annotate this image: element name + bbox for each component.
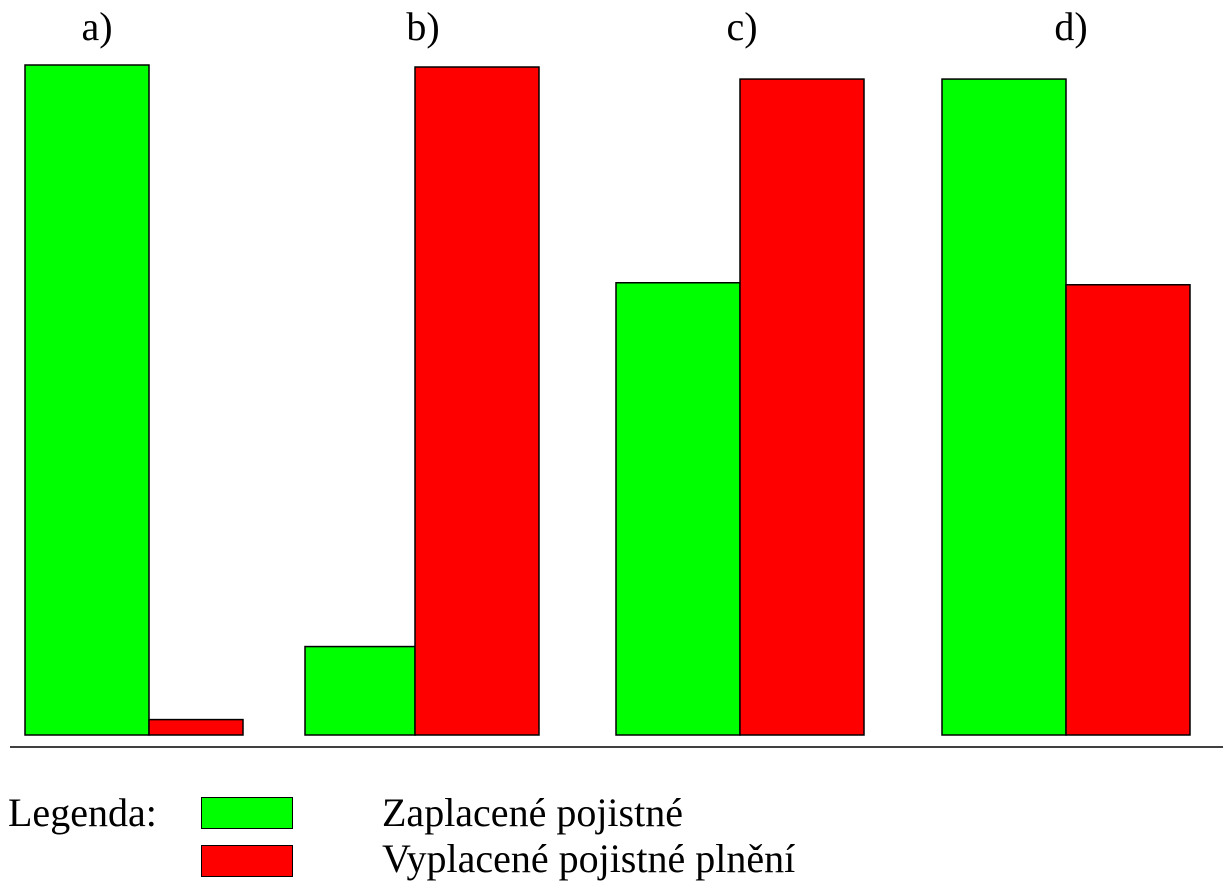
bar-paid-premium-b xyxy=(304,645,416,736)
bar-paid-claims-b xyxy=(414,66,540,736)
category-label-b: b) xyxy=(406,4,439,49)
bar-paid-premium-c xyxy=(615,282,741,736)
legend-entry-paid-premium: Zaplacené pojistné xyxy=(382,790,683,835)
bar-paid-claims-a xyxy=(148,718,244,736)
category-label-c: c) xyxy=(726,4,757,49)
legend-entry-paid-claims: Vyplacené pojistné plnění xyxy=(382,836,796,881)
legend-swatch-red xyxy=(201,845,293,877)
category-label-d: d) xyxy=(1054,4,1087,49)
legend-title: Legenda: xyxy=(8,790,157,835)
category-label-a: a) xyxy=(81,4,112,49)
bar-paid-premium-d xyxy=(941,78,1067,736)
bar-paid-premium-a xyxy=(24,64,150,736)
legend-swatch-green xyxy=(201,797,293,829)
bar-paid-claims-c xyxy=(739,78,865,736)
bars-layer xyxy=(24,64,1191,736)
bar-paid-claims-d xyxy=(1065,284,1191,736)
category-labels-layer: a) b) c) d) xyxy=(81,4,1087,49)
